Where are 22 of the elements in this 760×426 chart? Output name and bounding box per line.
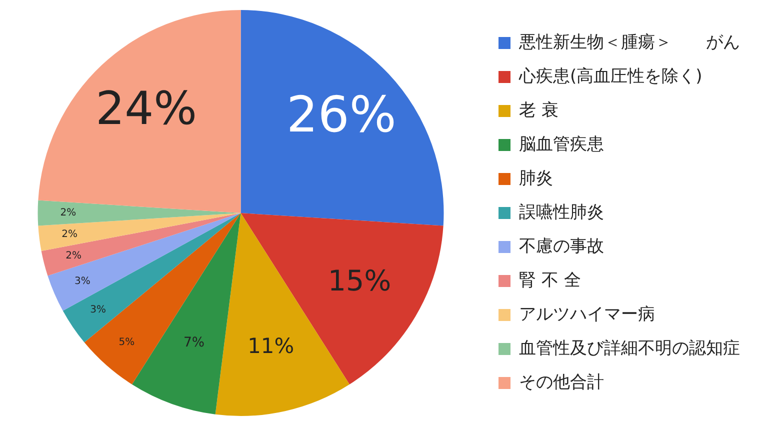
legend-label: 腎 不 全 [519,270,581,290]
data-label: 5% [118,337,135,348]
legend-label: 肺炎 [519,168,553,188]
data-label: 7% [183,335,205,350]
data-label: 15% [328,264,392,298]
legend-label: 不慮の事故 [519,236,604,256]
data-label: 2% [60,208,76,219]
data-label: 11% [248,334,294,358]
data-label: 2% [62,229,78,240]
legend-label: 老 衰 [519,100,558,120]
legend-label: 脳血管疾患 [519,134,604,154]
data-label: 3% [74,276,90,288]
legend-label: 誤嚥性肺炎 [519,202,604,222]
data-label: 24% [96,82,197,136]
data-label: 2% [66,250,82,262]
data-label: 3% [90,304,106,316]
legend-label: 悪性新生物＜腫瘍＞ がん [518,32,740,52]
legend-label: その他合計 [519,372,604,392]
legend-label: 血管性及び詳細不明の認知症 [519,338,740,358]
legend-label: 心疾患(高血圧性を除く) [518,66,702,86]
legend-label: アルツハイマー病 [519,304,655,324]
data-label: 26% [286,85,396,144]
